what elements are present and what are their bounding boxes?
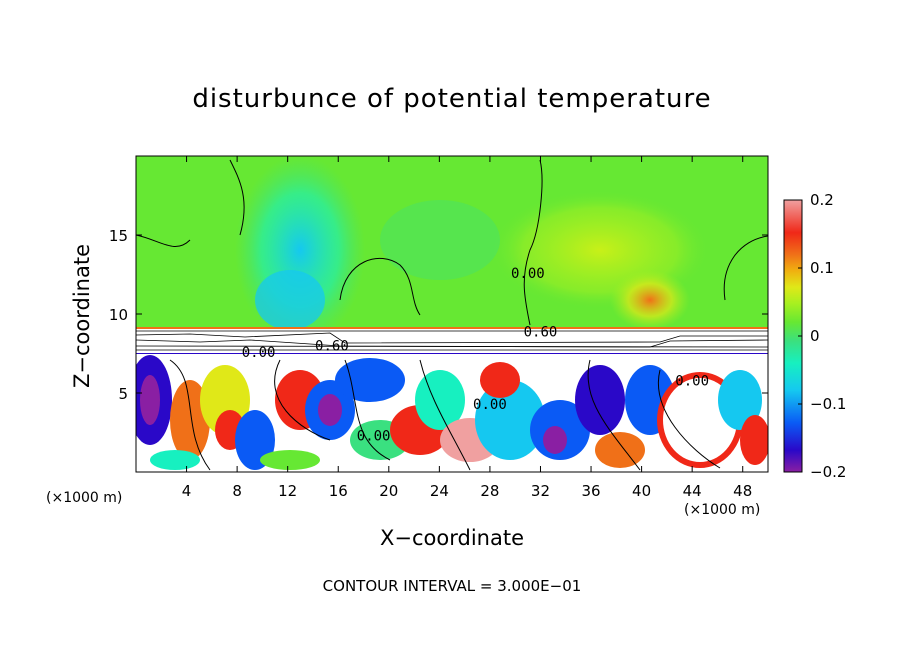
heatmap-patch <box>380 200 500 280</box>
contour-interval-note: CONTOUR INTERVAL = 3.000E−01 <box>322 577 582 595</box>
colorbar-ticks: 0.2 0.1 0 −0.1 −0.2 <box>798 191 846 481</box>
colorbar-tick-label: 0 <box>810 327 820 345</box>
colorbar-tick-label: −0.2 <box>810 463 846 481</box>
x-tick-label: 40 <box>632 482 651 500</box>
y-axis: 5 10 15 <box>109 227 768 403</box>
contour-label: 0.60 <box>315 339 349 355</box>
y-tick-label: 15 <box>109 227 128 245</box>
x-axis: 4 8 12 16 20 24 28 32 36 40 44 48 <box>182 156 752 500</box>
chart-title: disturbunce of potential temperature <box>192 84 712 114</box>
contour-label: 0.00 <box>511 266 545 282</box>
x-tick-label: 28 <box>480 482 499 500</box>
contour-label: 0.00 <box>473 397 507 413</box>
lower-turbulent-eddies <box>136 355 768 470</box>
y-tick-label: 5 <box>118 385 128 403</box>
x-tick-label: 4 <box>182 482 192 500</box>
colorbar-tick-label: 0.1 <box>810 259 834 277</box>
x-tick-label: 48 <box>733 482 752 500</box>
colorbar-tick-label: 0.2 <box>810 191 834 209</box>
contour-labels: 0.60 0.60 0.00 0.00 0.00 0.00 0.00 <box>242 266 709 445</box>
inversion-contours <box>136 330 768 351</box>
y-axis-label: Z−coordinate <box>70 244 94 388</box>
x-tick-label: 36 <box>581 482 600 500</box>
contour-label: 0.60 <box>524 324 558 340</box>
lower-contours <box>169 359 721 471</box>
x-tick-label: 20 <box>379 482 398 500</box>
x-tick-label: 44 <box>683 482 702 500</box>
x-unit-label-right: (×1000 m) <box>684 502 761 518</box>
contour-label: 0.00 <box>242 345 276 361</box>
colorbar-tick-label: −0.1 <box>810 395 846 413</box>
heatmap-warm-core <box>610 270 690 330</box>
heatmap-cool-core <box>255 270 325 330</box>
upper-contours <box>136 159 768 326</box>
contour-label: 0.00 <box>357 429 391 445</box>
x-unit-label-left: (×1000 m) <box>46 490 123 506</box>
x-tick-label: 32 <box>531 482 550 500</box>
x-tick-label: 12 <box>278 482 297 500</box>
x-tick-label: 24 <box>430 482 449 500</box>
y-tick-label: 10 <box>109 306 128 324</box>
x-tick-label: 16 <box>329 482 348 500</box>
contour-label: 0.00 <box>675 373 709 389</box>
x-axis-label: X−coordinate <box>380 526 524 550</box>
x-tick-label: 8 <box>232 482 242 500</box>
heatmap-field <box>136 156 768 472</box>
